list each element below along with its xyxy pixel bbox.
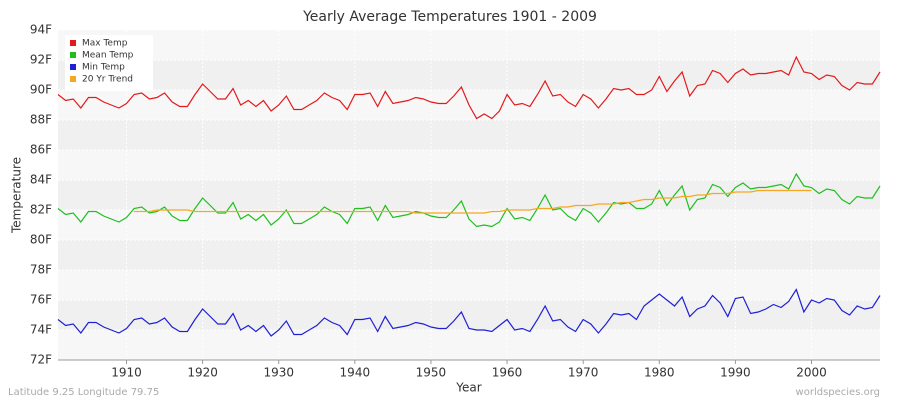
y-tick-label: 78F [30,263,52,277]
y-tick-label: 90F [30,83,52,97]
footer-right: worldspecies.org [796,387,880,398]
x-tick-label: 1990 [720,366,751,380]
legend-label: 20 Yr Trend [82,75,133,85]
grid-band [58,330,880,360]
y-tick-label: 84F [30,173,52,187]
y-axis-label: Temperature [10,157,24,234]
x-tick-label: 1930 [263,366,294,380]
x-tick-label: 1950 [416,366,447,380]
legend-swatch [70,76,76,82]
grid-band [58,210,880,240]
grid-band [58,150,880,180]
x-tick-label: 1940 [340,366,371,380]
y-tick-label: 82F [30,203,52,217]
series-line [57,172,881,228]
legend-swatch [70,40,76,46]
y-tick-label: 86F [30,143,52,157]
legend-label: Mean Temp [82,51,134,61]
series-line [134,189,812,214]
grid-band [58,30,880,60]
x-tick-label: 1980 [644,366,675,380]
x-tick-label: 1970 [568,366,599,380]
x-tick-label: 1960 [492,366,523,380]
legend-box [65,35,153,91]
y-tick-label: 94F [30,23,52,37]
y-tick-label: 72F [30,353,52,367]
plot-area [58,30,880,360]
y-tick-label: 88F [30,113,52,127]
y-tick-label: 92F [30,53,52,67]
x-axis-label: Year [455,381,481,395]
series-line [57,55,881,120]
legend-label: Min Temp [82,63,125,73]
legend-swatch [70,64,76,70]
legend-swatch [70,52,76,58]
x-tick-label: 1920 [187,366,218,380]
legend-label: Max Temp [82,39,128,49]
y-tick-label: 74F [30,323,52,337]
chart-title: Yearly Average Temperatures 1901 - 2009 [302,9,597,25]
y-tick-label: 76F [30,293,52,307]
series-line [57,288,881,337]
footer-left: Latitude 9.25 Longitude 79.75 [8,387,159,398]
grid-band [58,270,880,300]
x-tick-label: 1910 [111,366,142,380]
x-tick-label: 2000 [796,366,827,380]
y-tick-label: 80F [30,233,52,247]
